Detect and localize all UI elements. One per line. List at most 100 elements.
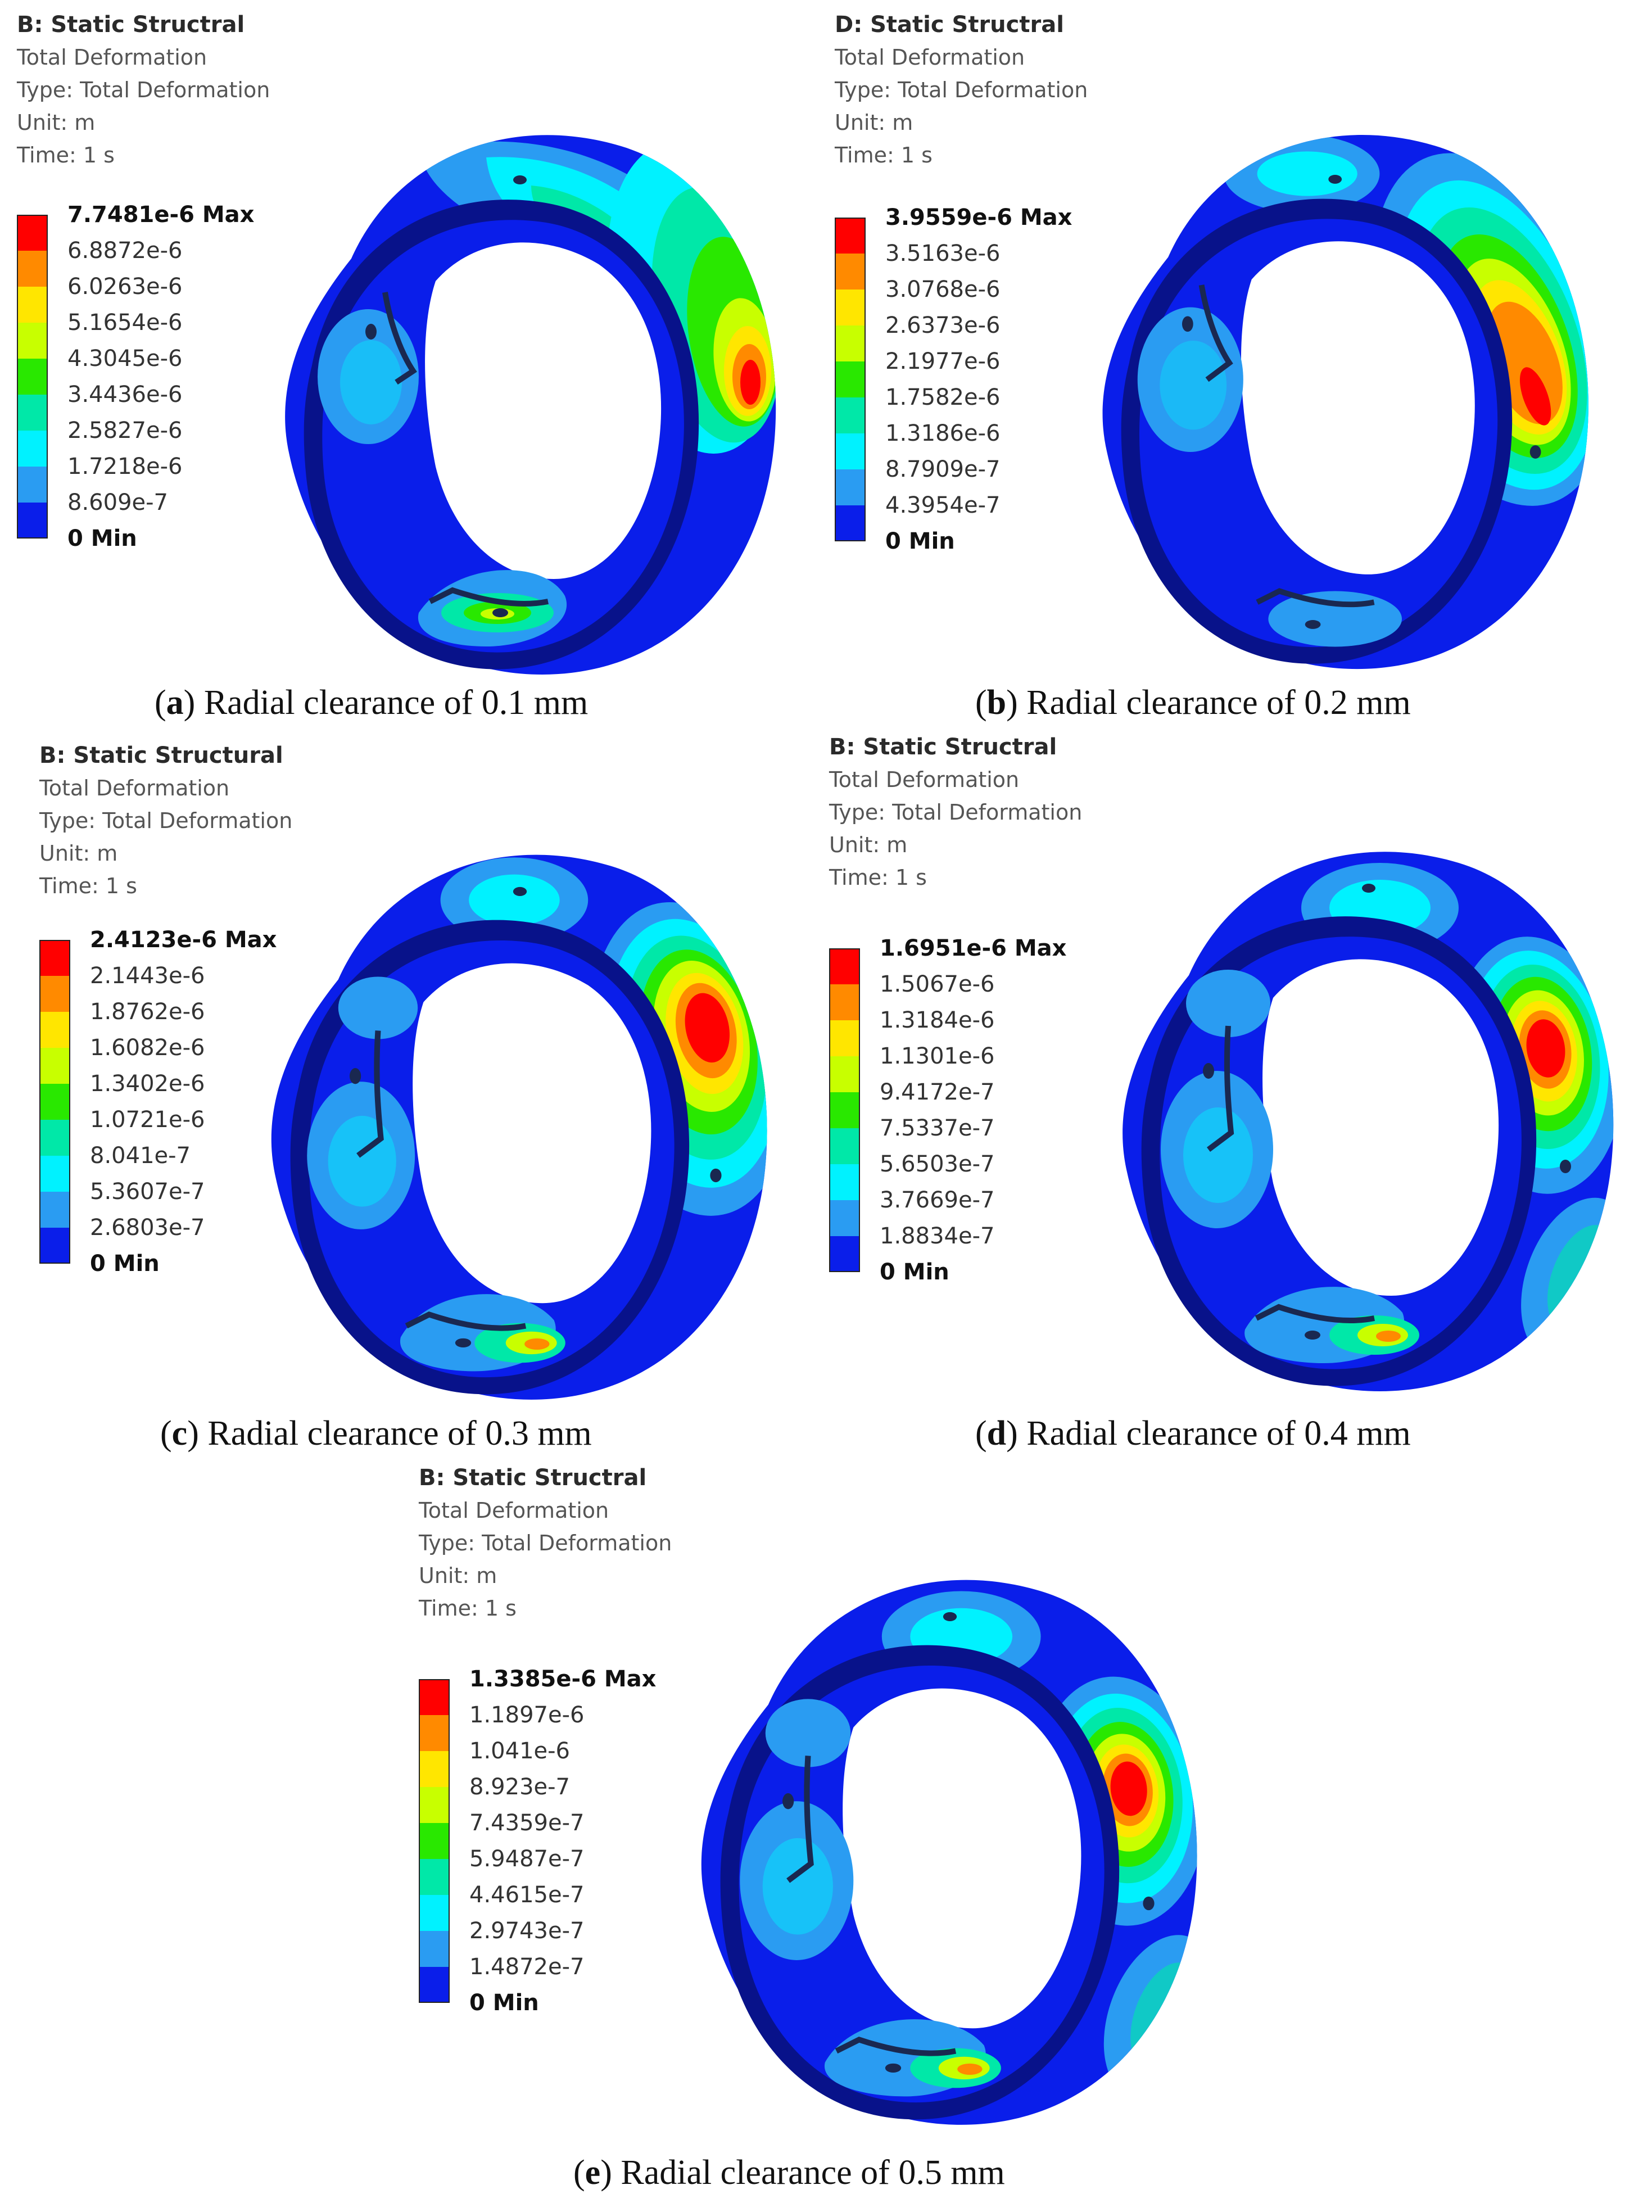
- contour-band: [765, 1699, 851, 1767]
- oil-hole: [1560, 1160, 1571, 1173]
- result-name: Total Deformation: [835, 45, 1025, 70]
- legend-swatch: [419, 1967, 450, 2003]
- result-time: Time: 1 s: [829, 865, 927, 890]
- bore-opening: [1241, 241, 1475, 575]
- contour-band: [740, 1801, 854, 1960]
- legend-swatch: [829, 1128, 860, 1164]
- contour-band: [762, 1838, 833, 1935]
- legend-swatch: [39, 1120, 70, 1156]
- caption-e: (e) Radial clearance of 0.5 mm: [573, 2154, 1005, 2192]
- legend-min-label: 0 Min: [469, 1990, 539, 2016]
- legend-label: 9.4172e-7: [880, 1079, 995, 1105]
- legend-label: 6.0263e-6: [67, 274, 183, 300]
- legend-max-label: 1.6951e-6 Max: [880, 935, 1067, 961]
- result-time: Time: 1 s: [39, 874, 137, 898]
- oil-groove: [1198, 284, 1233, 382]
- legend-max-label: 1.3385e-6 Max: [469, 1666, 657, 1692]
- oil-hole: [710, 1168, 722, 1183]
- legend-swatch: [419, 1931, 450, 1967]
- contour-band: [338, 976, 418, 1039]
- bore-opening: [1262, 959, 1499, 1296]
- result-name: Total Deformation: [829, 767, 1020, 792]
- result-time: Time: 1 s: [419, 1596, 517, 1621]
- result-name: Total Deformation: [419, 1498, 609, 1523]
- legend-label: 8.041e-7: [90, 1143, 191, 1169]
- result-time: Time: 1 s: [835, 143, 933, 168]
- oil-hole: [350, 1068, 361, 1084]
- legend-swatch: [829, 1020, 860, 1056]
- legend-swatch: [17, 359, 48, 395]
- result-type: Type: Total Deformation: [419, 1531, 672, 1555]
- contour-band: [1376, 1331, 1401, 1342]
- legend-label: 3.5163e-6: [885, 241, 1001, 266]
- legend-swatch: [17, 395, 48, 431]
- oil-groove: [786, 1756, 814, 1883]
- legend-label: 1.8762e-6: [90, 999, 205, 1025]
- oil-hole: [1203, 1063, 1214, 1079]
- result-type: Type: Total Deformation: [835, 78, 1088, 102]
- legend-swatch: [835, 289, 866, 325]
- legend-swatch: [39, 940, 70, 976]
- legend-label: 1.6082e-6: [90, 1035, 205, 1061]
- analysis-title: B: Static Structral: [419, 1465, 647, 1491]
- legend-swatch: [39, 1228, 70, 1264]
- legend-label: 1.0721e-6: [90, 1107, 205, 1133]
- legend-label: 8.7909e-7: [885, 456, 1001, 482]
- result-name: Total Deformation: [39, 776, 230, 800]
- oil-hole: [943, 1612, 957, 1622]
- result-name: Total Deformation: [17, 45, 207, 70]
- result-unit: Unit: m: [829, 833, 908, 857]
- legend-swatch: [419, 1823, 450, 1859]
- contour-band: [1183, 1107, 1253, 1203]
- legend-swatch: [17, 503, 48, 539]
- legend-label: 5.3607e-7: [90, 1179, 205, 1205]
- oil-hole: [1305, 619, 1321, 629]
- legend-swatch: [835, 433, 866, 469]
- oil-hole: [455, 1338, 472, 1347]
- legend-swatch: [829, 1092, 860, 1128]
- legend-label: 2.5827e-6: [67, 418, 183, 444]
- oil-hole: [1529, 445, 1541, 459]
- result-unit: Unit: m: [419, 1563, 497, 1588]
- legend-swatch: [39, 1048, 70, 1084]
- oil-hole: [885, 2063, 902, 2073]
- contour-band: [1257, 151, 1357, 196]
- result-header: B: Static Structral Total Deformation Ty…: [17, 8, 270, 171]
- contour-max-spot: [1526, 1019, 1565, 1078]
- caption-a: (a) Radial clearance of 0.1 mm: [155, 684, 589, 722]
- legend-swatch: [39, 976, 70, 1012]
- legend-swatch: [835, 325, 866, 361]
- oil-groove: [1256, 588, 1375, 608]
- legend-swatch: [835, 254, 866, 289]
- contour-band: [328, 1115, 396, 1207]
- legend-swatch: [829, 984, 860, 1020]
- contour-band: [1268, 591, 1402, 647]
- oil-groove: [835, 2036, 957, 2056]
- legend-label: 7.5337e-7: [880, 1115, 995, 1141]
- caption-b: (b) Radial clearance of 0.2 mm: [975, 684, 1411, 722]
- result-unit: Unit: m: [835, 110, 913, 135]
- legend-swatch: [419, 1679, 450, 1715]
- oil-groove: [1255, 1304, 1375, 1323]
- legend-swatch: [419, 1895, 450, 1931]
- oil-groove: [356, 1030, 384, 1158]
- contour-band: [318, 309, 419, 444]
- oil-groove: [428, 587, 549, 607]
- result-type: Type: Total Deformation: [17, 78, 270, 102]
- result-header: B: Static Structral Total Deformation Ty…: [419, 1462, 672, 1625]
- legend-swatch: [17, 251, 48, 287]
- legend-label: 8.923e-7: [469, 1774, 571, 1800]
- bore-opening: [843, 1688, 1081, 2029]
- legend-label: 4.3954e-7: [885, 492, 1001, 518]
- legend-swatch: [419, 1715, 450, 1751]
- legend-label: 3.4436e-6: [67, 382, 183, 408]
- legend-swatch: [17, 467, 48, 503]
- legend-swatch: [835, 505, 866, 541]
- contour-band: [957, 2063, 983, 2075]
- legend-swatch: [835, 218, 866, 254]
- contour-band: [1186, 970, 1270, 1037]
- analysis-title: B: Static Structral: [829, 734, 1057, 760]
- contour-band: [340, 340, 402, 424]
- legend-label: 6.8872e-6: [67, 238, 183, 264]
- legend-label: 1.1897e-6: [469, 1702, 585, 1728]
